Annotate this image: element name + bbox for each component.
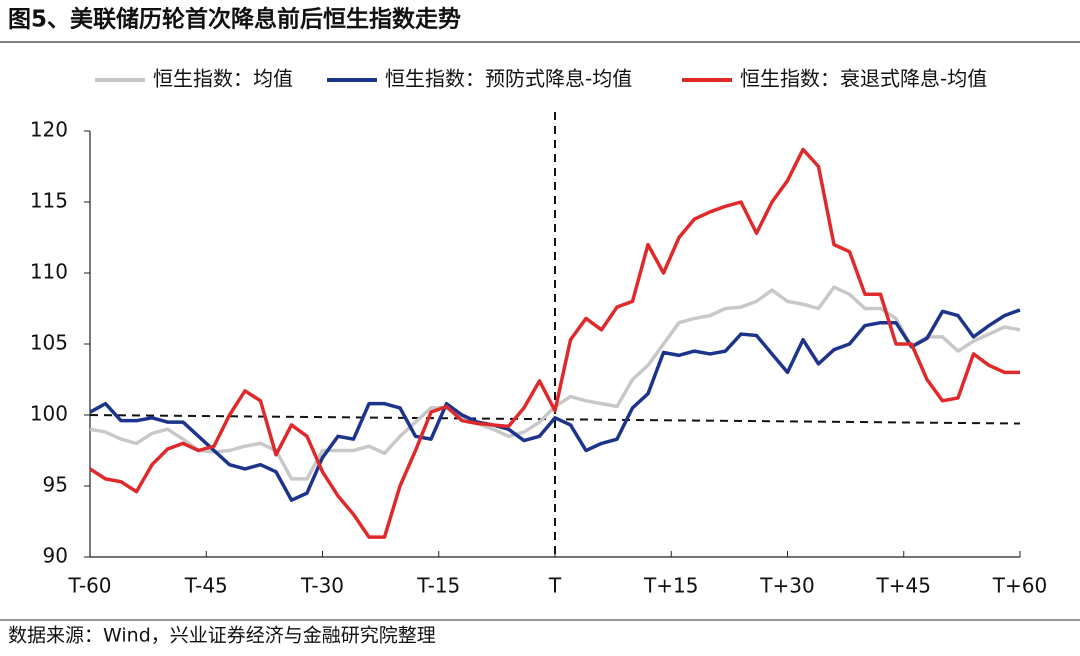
legend-label: 恒生指数：均值	[153, 67, 293, 91]
series-line	[89, 308, 1021, 502]
x-tick-label: T-60	[67, 574, 111, 598]
legend-label: 恒生指数：衰退式降息-均值	[740, 67, 987, 91]
y-tick-label: 105	[30, 331, 68, 355]
x-tick-label: T-45	[184, 574, 228, 598]
series-line	[89, 147, 1020, 539]
chart-title: 图5、美联储历轮首次降息前后恒生指数走势	[8, 6, 461, 33]
y-tick-label: 110	[30, 260, 68, 284]
x-tick-label: T-15	[416, 574, 460, 598]
x-tick-label: T	[548, 574, 562, 598]
y-tick-label: 115	[30, 189, 68, 213]
source-note: 数据来源：Wind，兴业证券经济与金融研究院整理	[8, 625, 436, 647]
x-tick-label: T+30	[759, 574, 814, 598]
y-tick-label: 100	[30, 402, 68, 426]
legend-label: 恒生指数：预防式降息-均值	[385, 67, 632, 91]
x-tick-label: T+60	[992, 574, 1047, 598]
y-tick-label: 95	[43, 473, 68, 497]
y-tick-label: 90	[43, 544, 68, 568]
x-tick-label: T+45	[876, 574, 931, 598]
x-tick-label: T-30	[300, 574, 344, 598]
x-tick-label: T+15	[643, 574, 698, 598]
y-tick-label: 120	[30, 118, 68, 142]
